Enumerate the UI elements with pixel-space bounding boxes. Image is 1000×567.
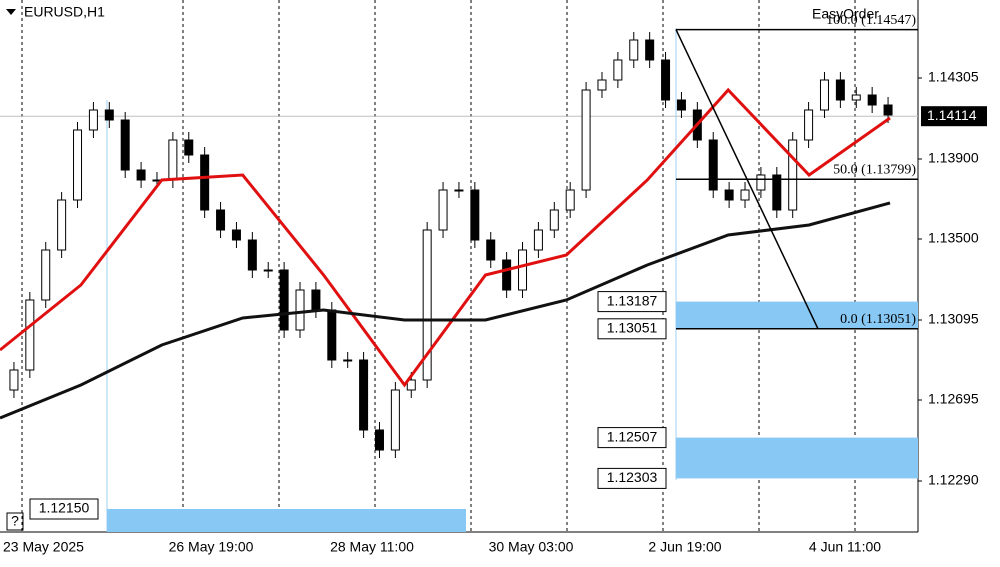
symbol-label: EURUSD,H1 bbox=[24, 4, 105, 20]
price-box bbox=[597, 467, 667, 489]
candle-body bbox=[724, 189, 734, 201]
help-text[interactable]: ? bbox=[11, 513, 19, 529]
candle-body bbox=[629, 39, 639, 61]
candle-body bbox=[549, 209, 559, 231]
price-box-label: 1.12507 bbox=[607, 428, 658, 444]
price-box-label: 1.12150 bbox=[39, 500, 90, 516]
candle-body bbox=[104, 109, 114, 121]
candle-body bbox=[247, 239, 257, 271]
fib-label: 100.0 (1.14547) bbox=[826, 13, 916, 28]
price-box-label: 1.13187 bbox=[607, 292, 658, 308]
fib-label: 0.0 (1.13051) bbox=[840, 312, 916, 327]
candle-body bbox=[613, 59, 623, 81]
candle-body bbox=[454, 189, 464, 192]
menu-arrow[interactable] bbox=[6, 9, 16, 15]
help-box[interactable] bbox=[6, 512, 24, 531]
zone bbox=[107, 509, 466, 532]
x-tick-label: 28 May 11:00 bbox=[330, 539, 414, 555]
price-box bbox=[597, 291, 667, 313]
price-box-label: 1.13051 bbox=[607, 320, 658, 336]
candle-body bbox=[168, 139, 178, 181]
candle-body bbox=[200, 154, 210, 211]
candle-body bbox=[263, 269, 273, 272]
moving-average bbox=[0, 201, 891, 420]
candle-body bbox=[9, 369, 19, 391]
candle-body bbox=[883, 104, 893, 116]
candle-body bbox=[645, 39, 655, 61]
fib-label: 50.0 (1.13799) bbox=[833, 162, 916, 177]
candle-body bbox=[867, 94, 877, 106]
price-box bbox=[597, 427, 667, 449]
candle-body bbox=[216, 209, 226, 231]
candle-body bbox=[390, 389, 400, 451]
candle-body bbox=[835, 79, 845, 101]
trend-line bbox=[675, 29, 819, 330]
candle-body bbox=[374, 429, 384, 451]
y-tick-label: 1.12290 bbox=[928, 472, 979, 488]
candle-body bbox=[772, 174, 782, 211]
candle-body bbox=[359, 359, 369, 431]
y-tick-label: 1.13095 bbox=[928, 311, 979, 327]
watermark: EasyOrder bbox=[812, 6, 879, 22]
candle-body bbox=[502, 259, 512, 291]
x-tick-label: 23 May 2025 bbox=[3, 539, 84, 555]
candle-body bbox=[804, 109, 814, 141]
candle-body bbox=[406, 379, 416, 391]
candle-body bbox=[73, 129, 83, 201]
candle-body bbox=[327, 309, 337, 361]
candle-body bbox=[518, 249, 528, 291]
zone bbox=[676, 301, 918, 329]
candle-body bbox=[231, 229, 241, 241]
candle-body bbox=[295, 289, 305, 331]
y-tick-label: 1.12695 bbox=[928, 391, 979, 407]
price-box-label: 1.12303 bbox=[607, 469, 658, 485]
candle-body bbox=[41, 249, 51, 301]
y-tick-label: 1.14305 bbox=[928, 69, 979, 85]
candle-body bbox=[184, 139, 194, 156]
candle-body bbox=[422, 229, 432, 381]
x-tick-label: 30 May 03:00 bbox=[489, 539, 574, 555]
current-price-box bbox=[921, 106, 987, 127]
moving-average bbox=[0, 87, 891, 388]
zone bbox=[676, 437, 918, 479]
y-tick-label: 1.13500 bbox=[928, 230, 979, 246]
y-tick-label: 1.13900 bbox=[928, 150, 979, 166]
candle-body bbox=[343, 359, 353, 362]
candle-body bbox=[88, 109, 98, 131]
x-tick-label: 4 Jun 11:00 bbox=[809, 539, 881, 555]
price-box bbox=[597, 318, 667, 340]
candle-body bbox=[581, 89, 591, 191]
candle-body bbox=[788, 139, 798, 211]
candle-body bbox=[851, 94, 861, 101]
price-box bbox=[29, 498, 99, 520]
candle-body bbox=[756, 174, 766, 191]
candle-body bbox=[438, 189, 448, 231]
candle-body bbox=[661, 59, 671, 101]
candle-body bbox=[533, 229, 543, 251]
candle-body bbox=[25, 299, 35, 371]
candle-body bbox=[819, 79, 829, 111]
current-price-label: 1.14114 bbox=[927, 107, 977, 123]
candle-body bbox=[708, 139, 718, 191]
candle-body bbox=[311, 289, 321, 311]
plot: 1.14305 1.13900 1.13500 1.13095 1.12695 1.122… bbox=[0, 0, 987, 555]
candle-body bbox=[597, 79, 607, 91]
candle-body bbox=[470, 189, 480, 241]
x-tick-label: 26 May 19:00 bbox=[169, 539, 254, 555]
candle-body bbox=[740, 189, 750, 201]
candle-body bbox=[120, 119, 130, 171]
candle-body bbox=[136, 169, 146, 181]
candle-body bbox=[565, 189, 575, 211]
x-tick-label: 2 Jun 19:00 bbox=[648, 539, 721, 555]
candle-body bbox=[676, 99, 686, 111]
candle-body bbox=[279, 269, 289, 331]
candle-body bbox=[486, 239, 496, 261]
candle-body bbox=[57, 199, 67, 251]
